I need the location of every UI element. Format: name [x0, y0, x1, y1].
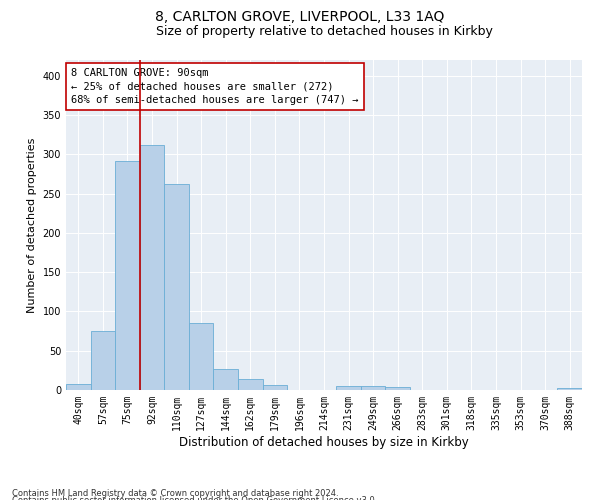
Title: Size of property relative to detached houses in Kirkby: Size of property relative to detached ho… [155, 25, 493, 38]
Y-axis label: Number of detached properties: Number of detached properties [27, 138, 37, 312]
Bar [164, 184, 189, 390]
Bar [91, 331, 115, 390]
Bar [189, 323, 214, 390]
Text: Contains HM Land Registry data © Crown copyright and database right 2024.: Contains HM Land Registry data © Crown c… [12, 488, 338, 498]
Bar [66, 384, 91, 390]
Text: Contains public sector information licensed under the Open Government Licence v3: Contains public sector information licen… [12, 496, 377, 500]
Bar [140, 145, 164, 390]
Bar [263, 384, 287, 390]
Text: 8 CARLTON GROVE: 90sqm
← 25% of detached houses are smaller (272)
68% of semi-de: 8 CARLTON GROVE: 90sqm ← 25% of detached… [71, 68, 359, 104]
X-axis label: Distribution of detached houses by size in Kirkby: Distribution of detached houses by size … [179, 436, 469, 448]
Bar [336, 386, 361, 390]
Bar [557, 388, 582, 390]
Bar [115, 162, 140, 390]
Text: 8, CARLTON GROVE, LIVERPOOL, L33 1AQ: 8, CARLTON GROVE, LIVERPOOL, L33 1AQ [155, 10, 445, 24]
Bar [385, 387, 410, 390]
Bar [238, 379, 263, 390]
Bar [214, 369, 238, 390]
Bar [361, 386, 385, 390]
